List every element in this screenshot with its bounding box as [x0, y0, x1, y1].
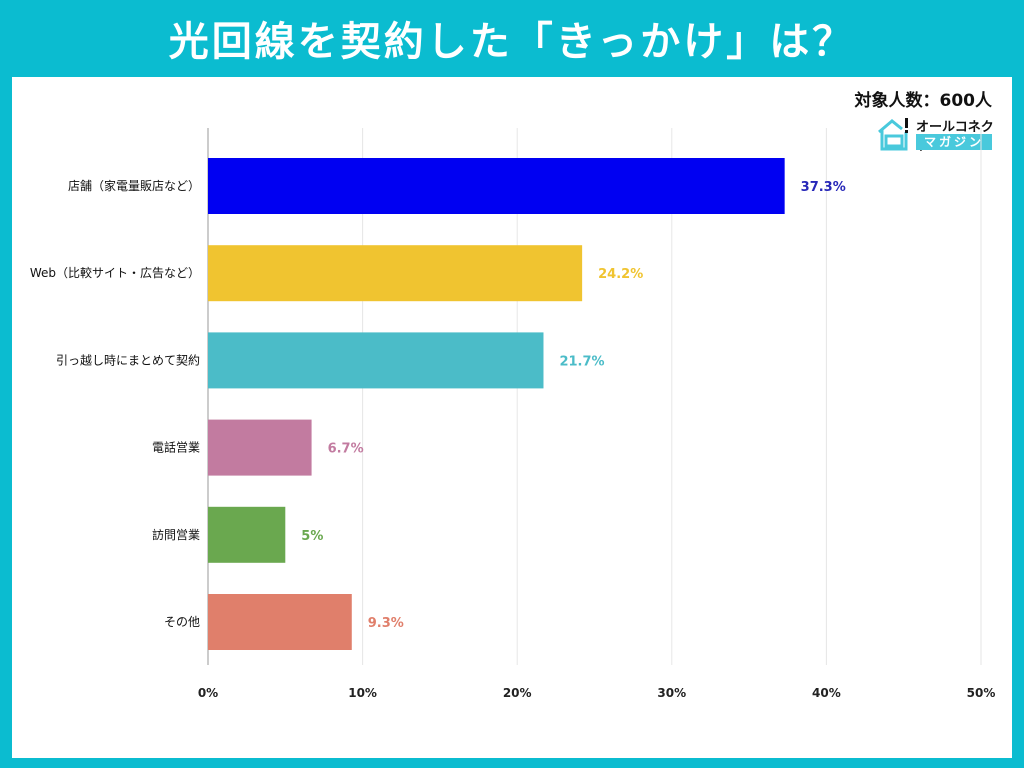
- x-tick-label: 20%: [503, 686, 532, 700]
- x-tick-label: 40%: [812, 686, 841, 700]
- category-label: 訪問営業: [152, 527, 200, 542]
- chart-title: 光回線を契約した「きっかけ」は？: [168, 19, 856, 65]
- category-label: 引っ越し時にまとめて契約: [56, 352, 200, 367]
- bar: [208, 245, 583, 302]
- logo-line2: マガジン: [916, 134, 992, 150]
- data-label: 37.3%: [801, 180, 846, 195]
- data-label: 21.7%: [559, 354, 604, 369]
- bar: [208, 419, 312, 476]
- brand-logo: オールコネクト マガジン: [876, 116, 996, 154]
- category-label: Web（比較サイト・広告など）: [30, 265, 200, 280]
- x-tick-label: 50%: [967, 686, 996, 700]
- x-tick-label: 10%: [348, 686, 377, 700]
- sample-size: 対象人数：600人: [854, 91, 993, 111]
- category-label: 店舗（家電量販店など）: [68, 178, 200, 193]
- category-label: 電話営業: [152, 440, 200, 455]
- bar: [208, 506, 286, 563]
- bar: [208, 158, 785, 214]
- data-label: 9.3%: [368, 616, 404, 631]
- x-tick-label: 30%: [657, 686, 686, 700]
- data-label: 24.2%: [598, 267, 643, 282]
- data-label: 5%: [301, 529, 323, 544]
- x-tick-label: 0%: [198, 686, 218, 700]
- house-icon: [878, 118, 908, 151]
- data-label: 6.7%: [328, 442, 364, 457]
- bar: [208, 594, 352, 650]
- bar: [208, 332, 544, 389]
- category-label: その他: [164, 615, 200, 629]
